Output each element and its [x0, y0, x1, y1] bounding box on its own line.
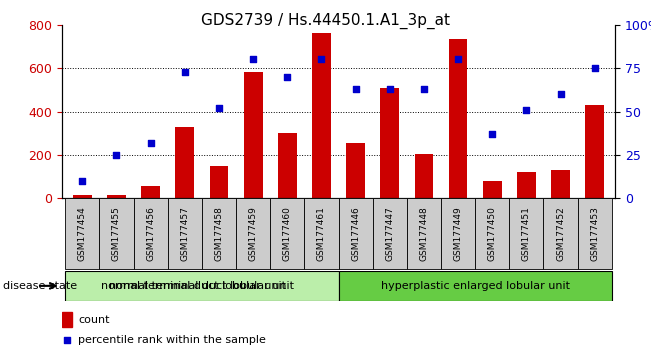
Bar	[517, 172, 536, 198]
Text: GSM177453: GSM177453	[590, 206, 599, 261]
Bar	[62, 312, 72, 327]
Text: percentile rank within the sample: percentile rank within the sample	[78, 335, 266, 345]
Text: disease state: disease state	[3, 281, 77, 291]
Point	[145, 140, 156, 145]
FancyBboxPatch shape	[544, 198, 577, 269]
Text: hyperplastic enlarged lobular unit: hyperplastic enlarged lobular unit	[381, 281, 570, 291]
FancyBboxPatch shape	[202, 198, 236, 269]
FancyBboxPatch shape	[168, 198, 202, 269]
Text: GDS2739 / Hs.44450.1.A1_3p_at: GDS2739 / Hs.44450.1.A1_3p_at	[201, 12, 450, 29]
FancyBboxPatch shape	[407, 198, 441, 269]
Bar	[551, 170, 570, 198]
Text: GSM177455: GSM177455	[112, 206, 121, 261]
Point	[385, 86, 395, 92]
Point	[316, 57, 327, 62]
FancyBboxPatch shape	[475, 198, 509, 269]
Point	[61, 337, 72, 343]
Point	[453, 57, 464, 62]
Text: GSM177451: GSM177451	[522, 206, 531, 261]
Point	[77, 178, 87, 184]
Bar	[346, 143, 365, 198]
Text: GSM177452: GSM177452	[556, 206, 565, 261]
Bar	[73, 195, 92, 198]
FancyBboxPatch shape	[133, 198, 168, 269]
Text: normal terminal duct lobular unit: normal terminal duct lobular unit	[109, 281, 294, 291]
FancyBboxPatch shape	[509, 198, 544, 269]
Text: GSM177449: GSM177449	[454, 206, 463, 261]
Bar	[141, 186, 160, 198]
Text: GSM177458: GSM177458	[214, 206, 223, 261]
FancyBboxPatch shape	[65, 198, 100, 269]
Bar	[107, 195, 126, 198]
Point	[521, 107, 532, 113]
Text: GSM177448: GSM177448	[419, 206, 428, 261]
Text: GSM177446: GSM177446	[351, 206, 360, 261]
Text: GSM177461: GSM177461	[317, 206, 326, 261]
Bar	[483, 181, 502, 198]
Point	[214, 105, 224, 111]
FancyBboxPatch shape	[65, 271, 339, 301]
FancyBboxPatch shape	[372, 198, 407, 269]
Point	[248, 57, 258, 62]
Bar	[415, 154, 434, 198]
Bar	[210, 166, 229, 198]
Bar	[449, 39, 467, 198]
Point	[555, 91, 566, 97]
FancyBboxPatch shape	[270, 198, 305, 269]
FancyBboxPatch shape	[305, 198, 339, 269]
Text: GSM177459: GSM177459	[249, 206, 258, 261]
Point	[419, 86, 429, 92]
Point	[282, 74, 292, 80]
Text: count: count	[78, 315, 109, 325]
Text: GSM177454: GSM177454	[78, 206, 87, 261]
Point	[350, 86, 361, 92]
Bar	[585, 105, 604, 198]
Text: GSM177460: GSM177460	[283, 206, 292, 261]
Point	[180, 69, 190, 74]
FancyBboxPatch shape	[339, 271, 612, 301]
Bar	[278, 133, 297, 198]
Text: GSM177447: GSM177447	[385, 206, 395, 261]
Point	[111, 152, 122, 158]
FancyBboxPatch shape	[100, 198, 133, 269]
Point	[487, 131, 497, 137]
Bar	[312, 33, 331, 198]
Text: normal terminal duct lobular unit: normal terminal duct lobular unit	[101, 281, 286, 291]
Bar	[380, 88, 399, 198]
FancyBboxPatch shape	[441, 198, 475, 269]
FancyBboxPatch shape	[339, 198, 372, 269]
Point	[590, 65, 600, 71]
Bar	[243, 73, 262, 198]
Text: GSM177457: GSM177457	[180, 206, 189, 261]
Text: GSM177450: GSM177450	[488, 206, 497, 261]
Bar	[175, 127, 194, 198]
Text: GSM177456: GSM177456	[146, 206, 155, 261]
FancyBboxPatch shape	[577, 198, 612, 269]
FancyBboxPatch shape	[236, 198, 270, 269]
